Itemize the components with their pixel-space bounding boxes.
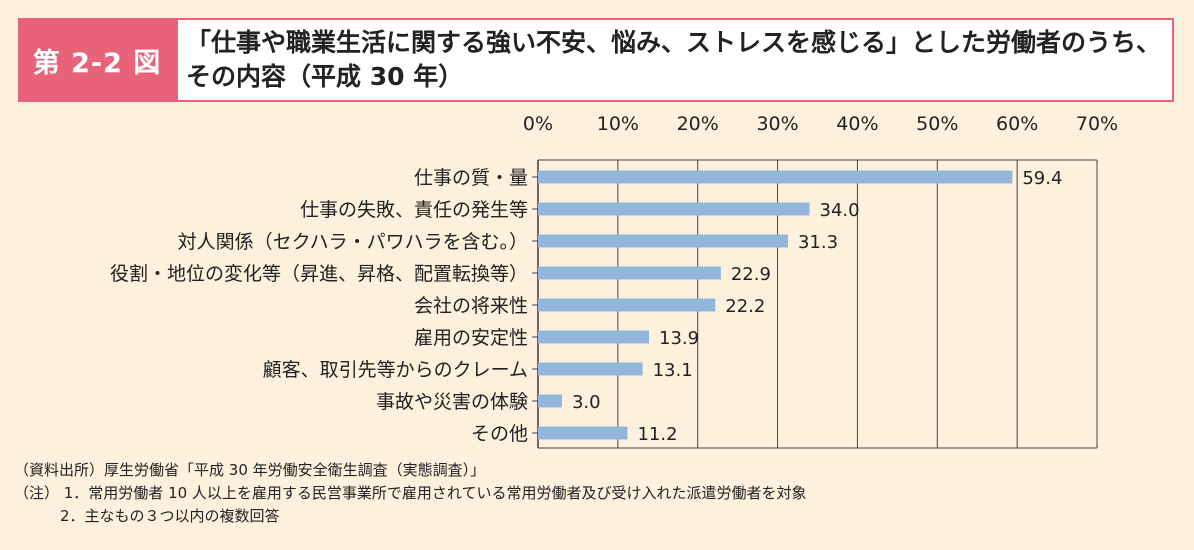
data-label: 3.0 (572, 392, 601, 413)
figure-number: 第 2-2 図 (18, 18, 176, 102)
category-label: 対人関係（セクハラ・パワハラを含む。） (178, 231, 528, 253)
category-label: 役割・地位の変化等（昇進、昇格、配置転換等） (110, 263, 528, 285)
x-tick-label: 0% (523, 113, 553, 135)
title-box: 「仕事や職業生活に関する強い不安、悩み、ストレスを感じる」とした労働者のうち、そ… (176, 18, 1174, 102)
bar (538, 170, 1013, 184)
category-label: 仕事の質・量 (414, 167, 528, 189)
figure-header: 第 2-2 図 「仕事や職業生活に関する強い不安、悩み、ストレスを感じる」とした… (18, 18, 1174, 102)
source-note: （資料出所）厚生労働省「平成 30 年労働安全衛生調査（実態調査）」 (14, 461, 486, 479)
data-label: 34.0 (820, 200, 860, 221)
notes: （資料出所）厚生労働省「平成 30 年労働安全衛生調査（実態調査）」 （注） 1… (14, 459, 1184, 528)
bar (538, 362, 643, 376)
x-tick-label: 30% (756, 113, 798, 135)
data-label: 11.2 (637, 424, 677, 445)
bar (538, 394, 562, 408)
x-tick-label: 60% (996, 113, 1038, 135)
data-label: 13.9 (659, 328, 699, 349)
bar (538, 330, 650, 344)
x-tick-label: 40% (836, 113, 878, 135)
category-label: 会社の将来性 (414, 295, 528, 317)
data-label: 22.9 (731, 264, 771, 285)
bar (538, 426, 628, 440)
note-1: （注） 1．常用労働者 10 人以上を雇用する民営事業所で雇用されている常用労働… (14, 484, 807, 502)
category-label: 事故や災害の体験 (376, 391, 528, 413)
note-2: 2．主なもの３つ以内の複数回答 (60, 507, 280, 525)
bar (538, 266, 721, 280)
x-tick-label: 10% (597, 113, 639, 135)
bar (538, 234, 788, 248)
category-label: 仕事の失敗、責任の発生等 (300, 199, 528, 221)
data-label: 13.1 (653, 360, 693, 381)
category-label: 雇用の安定性 (414, 327, 528, 349)
x-tick-label: 20% (677, 113, 719, 135)
data-label: 31.3 (798, 232, 838, 253)
x-tick-label: 50% (916, 113, 958, 135)
chart-title: 「仕事や職業生活に関する強い不安、悩み、ストレスを感じる」とした労働者のうち、そ… (186, 28, 1162, 91)
bar (538, 298, 716, 312)
category-label: 顧客、取引先等からのクレーム (263, 359, 528, 381)
data-label: 22.2 (725, 296, 765, 317)
x-tick-label: 70% (1076, 113, 1118, 135)
category-label: その他 (471, 423, 528, 445)
data-label: 59.4 (1022, 168, 1062, 189)
bar (538, 202, 810, 216)
